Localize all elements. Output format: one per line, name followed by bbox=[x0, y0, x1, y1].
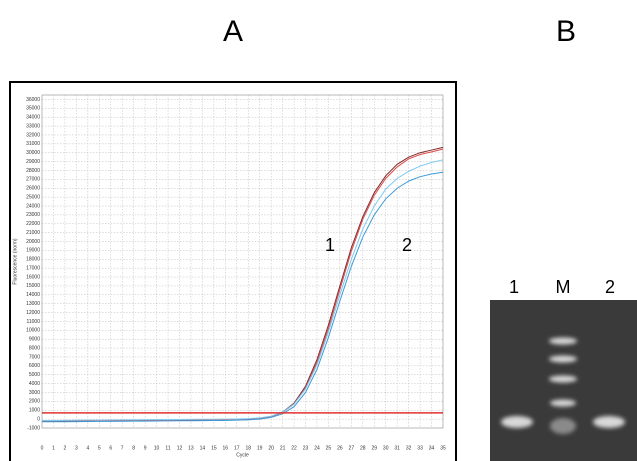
x-tick-label: 33 bbox=[417, 445, 423, 451]
y-tick-label: 12000 bbox=[26, 310, 40, 316]
x-tick-label: 24 bbox=[314, 445, 320, 451]
x-tick-label: 7 bbox=[121, 445, 124, 451]
y-tick-label: 27000 bbox=[26, 177, 40, 183]
x-tick-label: 9 bbox=[144, 445, 147, 451]
y-tick-label: 1000 bbox=[29, 408, 40, 414]
y-tick-label: -1000 bbox=[27, 425, 40, 431]
x-tick-label: 18 bbox=[245, 445, 251, 451]
x-tick-label: 13 bbox=[188, 445, 194, 451]
y-tick-label: 21000 bbox=[26, 230, 40, 236]
y-tick-label: 11000 bbox=[26, 319, 40, 325]
x-tick-label: 14 bbox=[200, 445, 206, 451]
x-tick-label: 19 bbox=[257, 445, 263, 451]
y-tick-label: 10000 bbox=[26, 328, 40, 334]
y-tick-label: 0 bbox=[37, 416, 40, 422]
y-tick-label: 33000 bbox=[26, 123, 40, 129]
x-tick-label: 21 bbox=[280, 445, 286, 451]
x-tick-label: 30 bbox=[383, 445, 389, 451]
figure: A B -10000100020003000400050006000700080… bbox=[0, 0, 637, 461]
x-tick-label: 11 bbox=[165, 445, 170, 451]
y-tick-label: 28000 bbox=[26, 168, 40, 174]
gel-image bbox=[490, 300, 637, 461]
y-tick-label: 15000 bbox=[26, 283, 40, 289]
y-tick-label: 36000 bbox=[26, 97, 40, 103]
x-tick-label: 0 bbox=[41, 445, 44, 451]
y-tick-label: 4000 bbox=[29, 381, 40, 387]
x-tick-label: 4 bbox=[86, 445, 89, 451]
x-tick-label: 17 bbox=[234, 445, 240, 451]
y-tick-label: 8000 bbox=[29, 345, 40, 351]
x-tick-label: 20 bbox=[268, 445, 274, 451]
plot: -100001000200030004000500060007000800090… bbox=[12, 95, 446, 458]
y-tick-label: 5000 bbox=[29, 372, 40, 378]
y-tick-label: 18000 bbox=[26, 257, 40, 263]
x-tick-label: 8 bbox=[132, 445, 135, 451]
x-tick-label: 1 bbox=[52, 445, 55, 451]
y-axis-label: Fluorescence (norm) bbox=[12, 238, 18, 284]
x-tick-label: 31 bbox=[394, 445, 400, 451]
x-tick-label: 12 bbox=[177, 445, 183, 451]
curve-label: 1 bbox=[325, 235, 335, 255]
curve-label: 2 bbox=[402, 235, 412, 255]
y-tick-label: 14000 bbox=[26, 292, 40, 298]
x-tick-label: 10 bbox=[154, 445, 160, 451]
plot-area bbox=[42, 95, 443, 428]
panel-label: B bbox=[556, 15, 576, 48]
x-tick-label: 29 bbox=[371, 445, 377, 451]
x-tick-label: 3 bbox=[75, 445, 78, 451]
x-tick-label: 28 bbox=[360, 445, 366, 451]
x-tick-label: 34 bbox=[429, 445, 435, 451]
x-tick-label: 35 bbox=[440, 445, 446, 451]
y-tick-label: 20000 bbox=[26, 239, 40, 245]
y-tick-label: 32000 bbox=[26, 132, 40, 138]
y-tick-label: 16000 bbox=[26, 274, 40, 280]
x-tick-label: 25 bbox=[326, 445, 332, 451]
y-tick-label: 29000 bbox=[26, 159, 40, 165]
lane-label: M bbox=[556, 277, 571, 297]
x-tick-label: 23 bbox=[303, 445, 309, 451]
x-tick-label: 5 bbox=[98, 445, 101, 451]
panel-label: A bbox=[223, 15, 243, 48]
lane-label: 1 bbox=[509, 277, 519, 297]
x-tick-label: 2 bbox=[64, 445, 67, 451]
x-tick-label: 27 bbox=[349, 445, 355, 451]
x-tick-label: 32 bbox=[406, 445, 412, 451]
y-tick-label: 9000 bbox=[29, 337, 40, 343]
y-tick-label: 7000 bbox=[29, 354, 40, 360]
y-tick-label: 25000 bbox=[26, 194, 40, 200]
x-tick-label: 15 bbox=[211, 445, 217, 451]
x-tick-label: 6 bbox=[109, 445, 112, 451]
y-tick-label: 17000 bbox=[26, 265, 40, 271]
y-tick-label: 24000 bbox=[26, 203, 40, 209]
x-tick-label: 16 bbox=[223, 445, 229, 451]
y-tick-label: 30000 bbox=[26, 150, 40, 156]
y-tick-label: 13000 bbox=[26, 301, 40, 307]
y-tick-label: 31000 bbox=[26, 141, 40, 147]
x-tick-label: 26 bbox=[337, 445, 343, 451]
y-tick-label: 19000 bbox=[26, 248, 40, 254]
y-tick-label: 3000 bbox=[29, 390, 40, 396]
x-axis-label: Cycle bbox=[236, 452, 249, 458]
y-tick-label: 23000 bbox=[26, 212, 40, 218]
lane-label: 2 bbox=[605, 277, 615, 297]
y-tick-label: 6000 bbox=[29, 363, 40, 369]
y-tick-label: 26000 bbox=[26, 186, 40, 192]
x-tick-label: 22 bbox=[291, 445, 297, 451]
y-tick-label: 22000 bbox=[26, 221, 40, 227]
y-tick-label: 2000 bbox=[29, 399, 40, 405]
y-tick-label: 34000 bbox=[26, 115, 40, 121]
y-tick-label: 35000 bbox=[26, 106, 40, 112]
